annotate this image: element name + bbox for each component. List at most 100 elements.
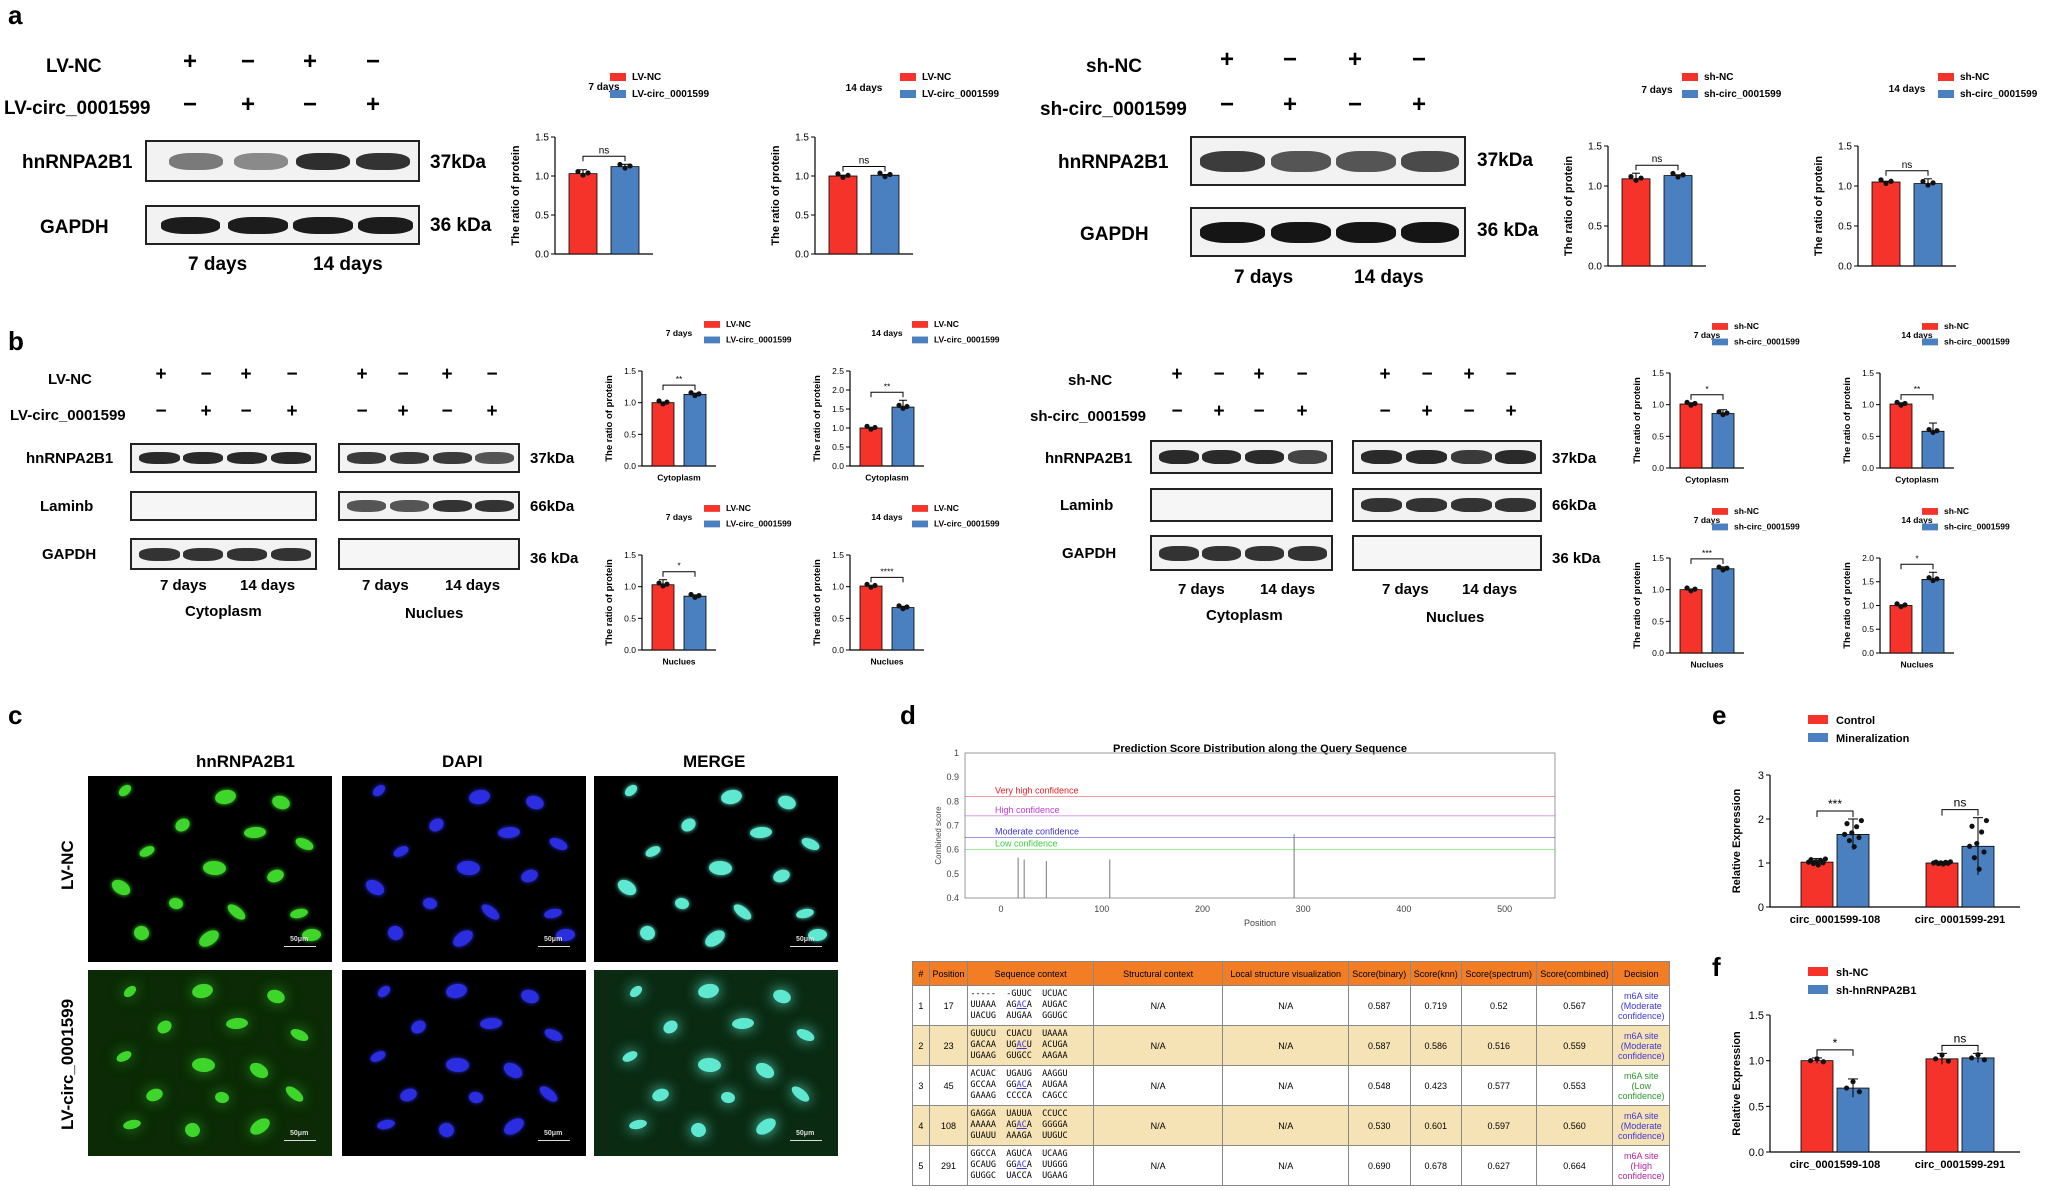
data-point <box>1842 831 1848 837</box>
c-col-merge: MERGE <box>683 752 746 771</box>
sequence-context-cell: ----- -GUUC UCUAC UUAAA AGACA AUGAC UACUG … <box>967 985 1094 1026</box>
data-point <box>1808 857 1814 863</box>
significance-label: * <box>1833 1036 1838 1050</box>
data-point <box>1934 428 1940 434</box>
table-cell: 45 <box>928 1065 969 1106</box>
cell-nucleus <box>444 981 468 1000</box>
b-left-row2-label: LV-circ_0001599 <box>10 407 126 424</box>
data-point <box>1815 862 1821 868</box>
chart-title: 7 days <box>666 328 693 338</box>
table-cell: 0.586 <box>1409 1025 1462 1066</box>
significance-label: **** <box>880 566 894 576</box>
band <box>271 452 312 465</box>
bar <box>1679 403 1703 469</box>
sign-mark: + <box>155 364 167 385</box>
data-point <box>1680 172 1686 178</box>
significance-bracket <box>1900 563 1934 570</box>
band <box>1450 498 1492 513</box>
cell-nucleus <box>660 1017 681 1037</box>
legend-swatch <box>1938 73 1954 81</box>
data-point <box>872 424 878 431</box>
y-tick-label: 0.5 <box>1749 1101 1764 1113</box>
data-point <box>1947 859 1953 865</box>
data-point <box>904 604 910 610</box>
sign-mark: + <box>397 401 409 422</box>
chart-title: 7 days <box>666 512 693 522</box>
cell-nucleus <box>265 867 286 884</box>
cell-nucleus <box>479 901 502 923</box>
legend-swatch <box>1922 523 1938 531</box>
data-point <box>1933 1056 1939 1062</box>
sign-mark: + <box>441 364 453 385</box>
band <box>347 452 387 465</box>
micrograph-blue: 50μm <box>342 970 586 1156</box>
micrograph-merge: 50μm <box>594 970 838 1156</box>
chart-title: 14 days <box>871 512 902 522</box>
data-point <box>1898 604 1904 610</box>
band <box>1406 450 1447 465</box>
table-row: 1 17 ----- -GUUC UCUAC UUAAA AGACA AUGAC UAC… <box>912 985 1670 1026</box>
sign-mark: + <box>1296 401 1308 422</box>
band <box>183 452 224 465</box>
sign-mark: − <box>286 364 298 385</box>
b-right-nuc-laminb <box>1352 488 1542 522</box>
x-axis-label: Nuclues <box>1690 660 1723 670</box>
sign-mark: − <box>155 401 167 422</box>
b-right-blot2-label: Laminb <box>1060 497 1114 514</box>
legend-label: LV-circ_0001599 <box>934 335 1000 345</box>
data-point <box>664 581 670 587</box>
data-point <box>1814 1056 1820 1062</box>
cell-nucleus <box>421 897 438 911</box>
bar <box>1925 1058 1959 1153</box>
c-col-hnrnpa2b1: hnRNPA2B1 <box>196 752 295 771</box>
sign-mark: − <box>240 401 252 422</box>
data-point <box>1981 849 1987 855</box>
data-point <box>1976 866 1982 872</box>
legend-swatch <box>1682 73 1698 81</box>
table-cell: N/A <box>1092 1025 1224 1066</box>
cell-nucleus <box>708 860 733 876</box>
cell-nucleus <box>519 867 540 884</box>
a-left-blot1-kda: 37kDa <box>430 152 486 173</box>
micrograph-green: 50μm <box>88 776 332 962</box>
significance-bracket <box>1885 170 1929 176</box>
table-cell: 108 <box>928 1105 969 1146</box>
b-left-day2: 14 days <box>240 577 296 594</box>
a-left-row1-label: LV-NC <box>46 56 102 77</box>
legend-label: LV-circ_0001599 <box>726 335 792 345</box>
table-cell: N/A <box>1222 1105 1349 1146</box>
data-point <box>1720 567 1726 573</box>
legend-swatch <box>1712 323 1728 330</box>
data-point <box>1851 844 1857 850</box>
table-cell: 1 <box>912 985 930 1026</box>
bar <box>1621 178 1651 267</box>
data-point <box>896 402 902 408</box>
b-left-cyto-gapdh <box>130 538 317 570</box>
band <box>389 500 429 513</box>
c-row-lv-nc: LV-NC <box>58 840 77 890</box>
cell-nucleus <box>643 844 662 860</box>
b-left-blot2-label: Laminb <box>40 498 94 515</box>
scale-bar-label: 50μm <box>796 936 815 943</box>
band <box>1288 545 1328 561</box>
sign-mark: + <box>1219 46 1234 73</box>
bar <box>1679 589 1703 654</box>
prediction-score-plot: Prediction Score Distribution along the … <box>934 743 1556 928</box>
data-point <box>1939 1052 1945 1058</box>
cell-nucleus <box>436 1121 456 1139</box>
legend-label: sh-NC <box>1734 321 1759 331</box>
y-tick-label: 0.8 <box>946 796 959 806</box>
legend-label: LV-NC <box>726 319 751 329</box>
significance-label: ns <box>1954 1031 1967 1045</box>
bar <box>1800 1060 1834 1153</box>
y-axis-label: The ratio of protein <box>510 145 522 246</box>
cell-nucleus <box>627 1117 648 1131</box>
a-left-blot-hnrnpa2b1 <box>145 140 420 182</box>
panel-letter-f: f <box>1712 952 1721 982</box>
data-point <box>1979 829 1985 835</box>
y-tick-label: 0.5 <box>1652 616 1664 626</box>
cell-nucleus <box>731 1016 755 1030</box>
y-tick-label: 0.0 <box>1749 1147 1764 1159</box>
micrograph-blue: 50μm <box>342 776 586 962</box>
y-axis-label: The ratio of protein <box>1563 156 1575 257</box>
